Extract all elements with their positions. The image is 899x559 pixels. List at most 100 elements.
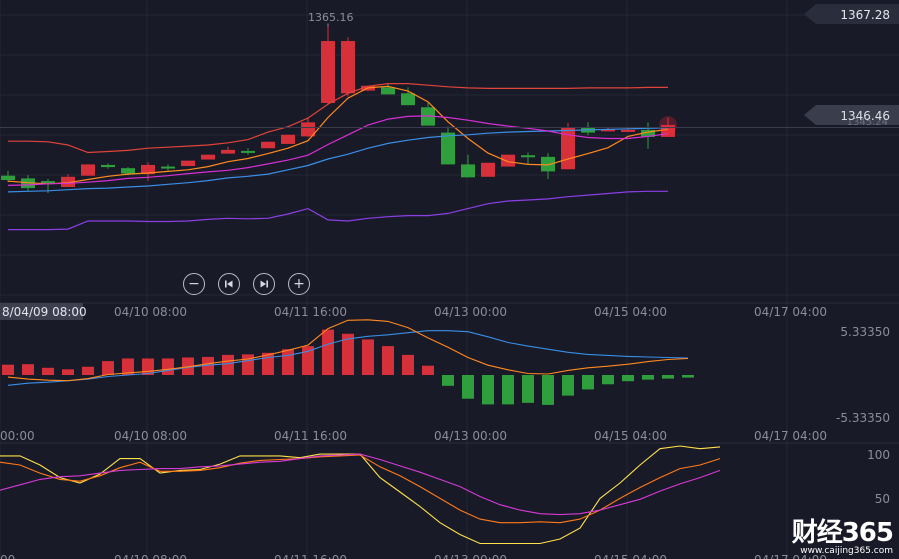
macd-bar [322,329,334,375]
macd-bar [22,364,34,375]
candle-body [301,122,315,137]
macd-bar [462,375,474,399]
macd-bar [82,366,94,375]
x-tick-kdj-4: 04/15 04:00 [594,553,667,559]
candle-body [481,162,495,177]
candle-body [241,150,255,153]
watermark-logo: 财经365 www.caijing365.com [791,518,894,557]
macd-bar [162,358,174,375]
macd-bar [62,369,74,375]
x-tick-kdj-3: 04/13 00:00 [434,553,507,559]
plus-icon: + [293,276,305,292]
macd-bar [362,339,374,375]
zoom-out-button[interactable]: − [183,273,205,295]
macd-axis-top: 5.33350 [840,325,890,339]
next-button[interactable] [253,273,275,295]
macd-bar [442,375,454,386]
macd-bar [242,354,254,375]
x-tick-main-0: 8/04/09 08:00 [2,305,87,319]
candle-body [221,149,235,154]
candle-body [261,141,275,149]
top-price-tag: 1367.28 [840,8,890,22]
macd-line-dea [7,319,689,382]
skip-back-icon [225,280,233,288]
macd-bar [562,375,574,396]
macd-bar [122,358,134,375]
macd-bar [282,349,294,375]
candle-body [101,164,115,168]
candle-body [641,129,655,137]
candle-body [441,132,455,165]
macd-bar [2,364,14,375]
overlay-line-boll-mid [7,115,669,186]
x-tick-macd-3: 04/13 00:00 [434,429,507,443]
macd-bar [42,367,54,375]
kdj-line-k [0,445,721,545]
candle-body [181,160,195,167]
candle-body [621,129,635,132]
macd-bar [642,375,654,380]
kdj-axis-mid: 50 [875,492,890,506]
candle-body [341,41,355,94]
candle-body [41,181,55,184]
macd-axis-bottom: -5.33350 [836,411,890,425]
overlay-line-ma-slow [7,127,669,193]
last-price-tag: 1346.46 [840,109,890,123]
macd-bar [602,375,614,385]
minus-icon: − [188,276,200,292]
macd-bar [682,375,694,378]
candle-body [121,168,135,174]
logo-main-text: 财经365 [791,518,894,548]
macd-bar [482,375,494,405]
macd-bar [382,346,394,375]
zoom-in-button[interactable]: + [288,273,310,295]
macd-bar [522,375,534,403]
top-price-tag-bg [804,4,899,24]
macd-bar [582,375,594,390]
candle-body [401,93,415,106]
macd-bar [102,361,114,375]
logo-url: www.caijing365.com [800,546,893,556]
macd-bar [662,375,674,379]
skip-forward-icon [260,280,268,288]
x-tick-kdj-0: 00 [0,553,15,559]
x-tick-main-1: 04/10 08:00 [114,305,187,319]
last-price-tag-ghost: 1345.24 [847,117,888,128]
cursor-time-tag-bg [0,303,83,320]
macd-bar [202,356,214,375]
candle-body [1,175,15,181]
candle-body [281,134,295,144]
x-tick-kdj-1: 04/10 08:00 [114,553,187,559]
macd-bar [342,333,354,375]
x-tick-main-2: 04/11 16:00 [274,305,347,319]
x-tick-kdj-2: 04/11 16:00 [274,553,347,559]
candle-body [561,127,575,170]
candle-body [501,154,515,167]
macd-bar [182,357,194,375]
kdj-line-j [0,453,721,516]
x-tick-macd-1: 04/10 08:00 [114,429,187,443]
candle-body [601,129,615,132]
candle-body [321,41,335,103]
x-tick-main-5: 04/17 04:00 [754,305,827,319]
candle-body [161,166,175,169]
x-tick-macd-2: 04/11 16:00 [274,429,347,443]
kdj-axis-top: 100 [867,448,890,462]
overlay-line-ma-fast [7,85,669,185]
macd-line-dif [7,330,689,386]
macd-bar [542,375,554,405]
candle-body [81,164,95,176]
overlay-line-boll-upper [8,82,668,154]
last-price-glow [659,116,677,135]
candle-body [461,164,475,178]
macd-bar [302,346,314,375]
candle-body [521,155,535,158]
candle-body [61,176,75,188]
x-tick-macd-5: 04/17 04:00 [754,429,827,443]
macd-bar [502,375,514,405]
last-price-tag-bg [804,105,899,125]
candle-body [141,164,155,175]
macd-bar [622,375,634,382]
prev-button[interactable] [218,273,240,295]
